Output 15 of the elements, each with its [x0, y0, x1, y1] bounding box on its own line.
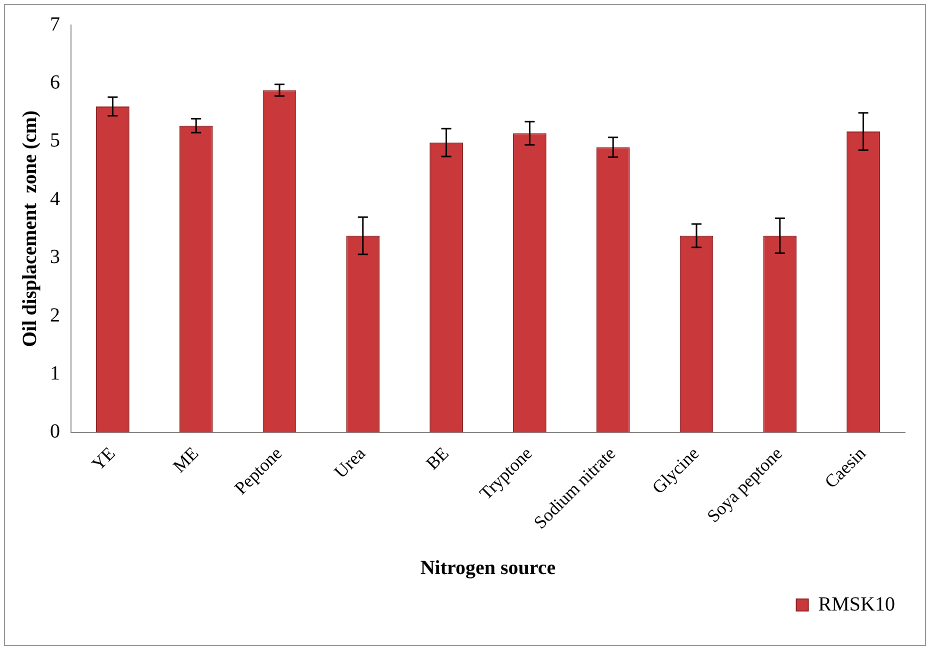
x-tick-label: ME: [169, 443, 202, 476]
x-tick-label: YE: [88, 443, 119, 474]
y-tick-label: 7: [50, 13, 60, 36]
y-tick-label: 6: [50, 71, 60, 94]
x-tick-label: Urea: [330, 443, 370, 482]
y-tick-label: 1: [50, 362, 60, 384]
y-tick-label: 5: [50, 130, 60, 152]
y-tick-label: 4: [50, 188, 60, 210]
x-axis-title: Nitrogen source: [420, 557, 556, 580]
y-tick-label: 0: [50, 420, 60, 443]
y-axis-title: Oil displacement zone (cm): [19, 110, 42, 348]
y-tick-label: 2: [50, 304, 60, 326]
legend-label: RMSK10: [818, 593, 896, 616]
x-tick-label: BE: [422, 443, 452, 474]
y-tick-label: 3: [50, 246, 60, 268]
